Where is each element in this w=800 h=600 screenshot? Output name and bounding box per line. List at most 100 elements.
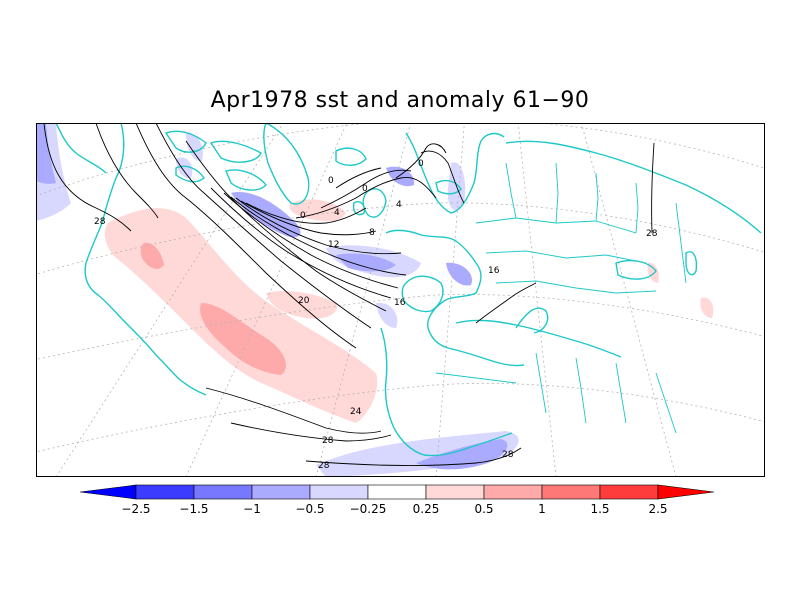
colorbar-arrow-high	[657, 484, 715, 500]
negative-anomaly-area	[186, 132, 203, 162]
contour-label: 20	[298, 296, 310, 306]
contour-line	[155, 123, 372, 329]
north-america-coast	[55, 123, 107, 174]
contour-line	[235, 197, 402, 255]
colorbar-tick-label: 1.5	[590, 502, 609, 516]
colorbar-tick-label: −1.5	[179, 502, 208, 516]
north-america-coast	[84, 123, 207, 396]
caspian-coast	[685, 251, 698, 276]
meridian-line	[55, 123, 284, 477]
colorbar-box	[425, 484, 485, 500]
colorbar-box	[599, 484, 659, 500]
meridian-line	[517, 123, 557, 477]
negative-anomaly-area	[386, 166, 415, 187]
contour-line	[205, 387, 382, 434]
meridian-line	[580, 123, 677, 477]
contour-line	[185, 140, 387, 312]
contour-line	[230, 196, 407, 276]
negative-anomaly-area	[446, 262, 472, 286]
colorbar-tick-label: −2.5	[121, 502, 150, 516]
colorbar-tick-label: 0.5	[474, 502, 493, 516]
colorbar-box	[135, 484, 195, 500]
contour-label: 16	[394, 298, 406, 308]
map-title: Apr1978 sst and anomaly 61−90	[210, 88, 590, 113]
colorbar-box	[309, 484, 369, 500]
colorbar-box	[193, 484, 253, 500]
colorbar-tick-label: −1	[243, 502, 261, 516]
negative-anomaly-area	[231, 192, 301, 238]
latitude-line	[36, 294, 765, 360]
canadian-islands	[164, 130, 267, 191]
contour-label: 28	[646, 229, 658, 239]
positive-anomaly-area	[289, 199, 346, 222]
contour-line	[240, 200, 377, 236]
contour-label: 4	[396, 200, 402, 210]
negative-anomaly-area	[316, 431, 519, 477]
contour-label: 24	[350, 407, 362, 417]
contour-line	[335, 167, 382, 189]
contour-line	[210, 187, 392, 299]
colorbar-box	[367, 484, 427, 500]
positive-anomaly-area	[200, 303, 286, 375]
contour-line	[395, 143, 447, 179]
colorbar-tick-label: −0.5	[295, 502, 324, 516]
greenland-coast	[263, 123, 310, 205]
colorbar-box	[541, 484, 601, 500]
contour-label: 28	[322, 436, 334, 446]
country-borders	[435, 162, 687, 434]
europe-coast	[385, 229, 525, 367]
contour-label: 28	[318, 461, 330, 471]
colorbar-tick-label: −0.25	[350, 502, 387, 516]
colorbar-tick-label: 0.25	[413, 502, 440, 516]
colorbar-tick-label: 2.5	[648, 502, 667, 516]
positive-anomaly-area	[700, 297, 714, 318]
contour-label: 8	[369, 228, 375, 238]
colorbar: −2.5 −1.5 −1 −0.5 −0.25 0.25 0.5 1 1.5 2.5	[79, 484, 715, 516]
colorbar-box	[483, 484, 543, 500]
contour-label: 12	[328, 240, 339, 250]
contour-line	[43, 123, 132, 232]
baltic-coast	[435, 179, 462, 195]
british-isles-coast	[352, 188, 387, 218]
sst-anomaly-map: 0 0 0 0 4 4 8 12 16 16 20 24 28 28 28 28…	[36, 123, 765, 477]
contour-line	[420, 150, 465, 204]
contour-label: 28	[502, 450, 514, 460]
contour-line	[95, 123, 159, 219]
latitude-line	[36, 123, 765, 197]
black-sea-coast	[615, 259, 657, 280]
latitude-line	[36, 202, 765, 275]
colorbar-box	[251, 484, 311, 500]
contour-line	[135, 123, 357, 349]
positive-anomaly-area	[140, 242, 164, 269]
contour-line	[320, 169, 412, 209]
contour-line	[651, 142, 655, 234]
contour-line	[475, 282, 537, 324]
map-frame	[36, 123, 765, 477]
anomaly-shading	[36, 123, 714, 477]
iberia-coast	[401, 275, 444, 313]
colorbar-tick-label: 1	[538, 502, 546, 516]
iceland-coast	[335, 147, 367, 166]
contour-label: 0	[418, 159, 424, 169]
contour-label: 0	[328, 176, 334, 186]
mediterranean-coast	[455, 307, 622, 358]
contour-line	[295, 177, 437, 219]
contour-line	[305, 447, 522, 467]
contour-line	[230, 422, 392, 442]
asia-coast	[505, 140, 762, 234]
positive-anomaly-area	[647, 262, 659, 283]
contour-label: 0	[300, 211, 306, 221]
meridian-line	[185, 123, 348, 477]
graticule	[36, 123, 765, 477]
negative-anomaly-area	[336, 253, 396, 272]
negative-anomaly-area	[176, 157, 193, 179]
contour-line	[245, 202, 367, 224]
positive-anomaly-area	[104, 208, 378, 423]
contour-labels: 0 0 0 0 4 4 8 12 16 16 20 24 28 28 28 28…	[94, 159, 658, 471]
negative-anomaly-area	[36, 123, 56, 184]
africa-coast	[380, 327, 513, 457]
contour-label: 0	[362, 184, 368, 194]
contour-line	[223, 192, 399, 289]
contour-label: 28	[94, 217, 106, 227]
colorbar-arrow-low	[79, 484, 137, 500]
